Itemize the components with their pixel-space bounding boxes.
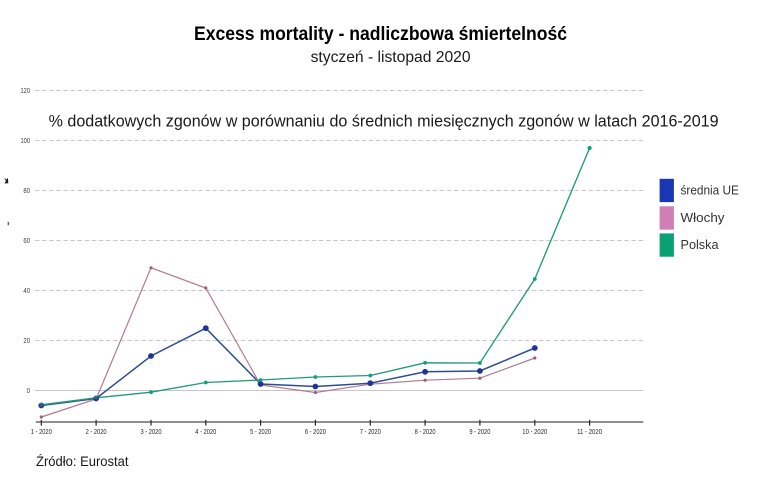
svg-text:20: 20 [23,338,30,345]
svg-text:8 - 2020: 8 - 2020 [415,429,436,436]
svg-text:120: 120 [21,88,31,95]
svg-text:3 - 2020: 3 - 2020 [141,429,162,436]
svg-text:100: 100 [21,138,31,145]
svg-text:Polska: Polska [681,238,719,252]
svg-text:6 - 2020: 6 - 2020 [305,429,326,436]
svg-text:Źródło: Eurostat: Źródło: Eurostat [36,453,129,469]
svg-text:10 - 2020: 10 - 2020 [522,429,547,436]
svg-text:1 - 2020: 1 - 2020 [31,429,52,436]
svg-text:0: 0 [27,388,30,395]
svg-text:średnia UE: średnia UE [681,184,739,198]
svg-text:5 - 2020: 5 - 2020 [250,429,271,436]
svg-text:% dodatkowych zgonów w porówna: % dodatkowych zgonów w porównaniu do śre… [49,112,719,131]
svg-text:80: 80 [23,188,30,195]
svg-text:11 - 2020: 11 - 2020 [577,429,602,436]
svg-text:60: 60 [23,238,30,245]
svg-text:Excess mortality - nadliczbowa: Excess mortality - nadliczbowa śmierteln… [194,24,567,45]
svg-text:Włochy: Włochy [681,211,726,225]
svg-text:7 - 2020: 7 - 2020 [360,429,381,436]
svg-text:2 - 2020: 2 - 2020 [86,429,107,436]
svg-text:9 - 2020: 9 - 2020 [469,429,490,436]
svg-text:40: 40 [23,288,30,295]
svg-text:styczeń - listopad 2020: styczeń - listopad 2020 [311,49,471,66]
svg-text:4 - 2020: 4 - 2020 [195,429,216,436]
